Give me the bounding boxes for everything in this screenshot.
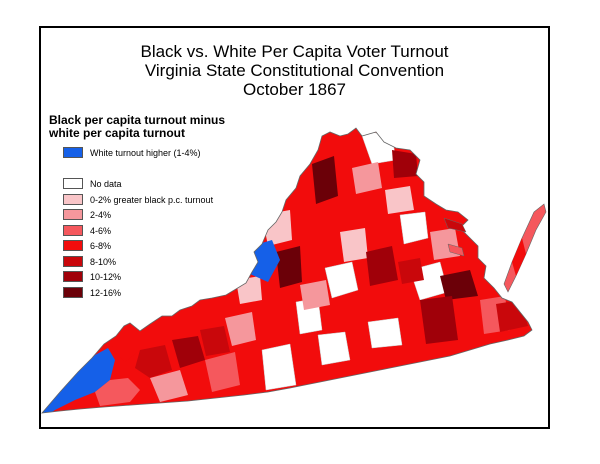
county-sw-6 — [205, 352, 240, 392]
county-pink-1 — [236, 276, 262, 304]
legend-label-6-8: 6-8% — [90, 240, 112, 251]
county-tiles — [42, 128, 532, 413]
legend-item-2-4: 2-4% — [63, 208, 111, 221]
legend-heading-line-2: white per capita turnout — [49, 126, 186, 140]
county-dark-9 — [200, 326, 230, 356]
county-sw-5 — [150, 370, 188, 402]
county-dark-2 — [392, 150, 418, 178]
legend-swatch-8-10 — [63, 256, 83, 267]
title-line-2: Virginia State Constitutional Convention — [144, 61, 445, 80]
legend-item-no-data: No data — [63, 177, 122, 190]
legend-swatch-white-higher — [63, 147, 83, 158]
legend-swatch-2-4 — [63, 209, 83, 220]
county-no-data-2 — [317, 331, 351, 366]
legend-item-6-8: 6-8% — [63, 239, 111, 252]
county-sw-7 — [225, 312, 256, 346]
legend-item-4-6: 4-6% — [63, 224, 111, 237]
legend-label-0-2: 0-2% greater black p.c. turnout — [90, 194, 214, 205]
county-sw-1 — [95, 378, 140, 406]
legend-swatch-4-6 — [63, 225, 83, 236]
county-dark-7 — [420, 296, 458, 344]
legend-swatch-0-2 — [63, 194, 83, 205]
legend-heading: Black per capita turnout minus white per… — [49, 114, 225, 140]
county-dark-3 — [276, 246, 302, 288]
county-sw-3 — [135, 345, 172, 378]
legend-item-10-12: 10-12% — [63, 270, 121, 283]
county-pink-7 — [340, 228, 368, 262]
county-no-data-4 — [324, 261, 359, 299]
state-outline — [41, 127, 533, 414]
county-pink-5 — [385, 186, 414, 214]
legend-item-0-2: 0-2% greater black p.c. turnout — [63, 193, 213, 206]
county-eastern-shore-south — [512, 238, 526, 276]
county-no-data-5 — [399, 211, 429, 245]
legend-swatch-12-16 — [63, 287, 83, 298]
legend-item-12-16: 12-16% — [63, 286, 121, 299]
county-dark-4 — [366, 246, 398, 286]
legend-label-8-10: 8-10% — [90, 256, 117, 267]
county-northern-neck — [443, 217, 467, 233]
legend-label-12-16: 12-16% — [90, 287, 122, 298]
county-pink-6 — [430, 228, 460, 260]
county-sw-2 — [112, 330, 140, 362]
legend-item-8-10: 8-10% — [63, 255, 116, 268]
county-middle-peninsula — [447, 243, 465, 257]
legend-label-white-higher: White turnout higher (1-4%) — [90, 147, 201, 158]
county-no-data-3 — [367, 317, 403, 349]
legend-label-10-12: 10-12% — [90, 271, 122, 282]
county-sw-4 — [172, 336, 205, 368]
title-line-1: Black vs. White Per Capita Voter Turnout — [140, 42, 449, 61]
map-title: Black vs. White Per Capita Voter Turnout… — [41, 42, 548, 99]
county-dark-6 — [440, 270, 478, 300]
legend-label-no-data: No data — [90, 178, 122, 189]
county-valley-white-higher — [250, 240, 280, 282]
legend-swatch-no-data — [63, 178, 83, 189]
county-eastern-shore-north — [503, 203, 547, 293]
legend-label-4-6: 4-6% — [90, 225, 112, 236]
county-no-data-1 — [261, 343, 297, 391]
legend-swatch-10-12 — [63, 271, 83, 282]
legend-swatch-6-8 — [63, 240, 83, 251]
legend-item-white-higher: White turnout higher (1-4%) — [63, 146, 201, 159]
county-pink-3 — [300, 280, 330, 310]
county-dark-1 — [312, 156, 338, 204]
county-pink-4 — [352, 162, 382, 194]
county-dark-5 — [398, 258, 424, 284]
legend-heading-line-1: Black per capita turnout minus — [49, 113, 226, 127]
legend-label-2-4: 2-4% — [90, 209, 112, 220]
title-line-3: October 1867 — [242, 80, 346, 99]
county-southwest-white-higher — [42, 348, 115, 413]
